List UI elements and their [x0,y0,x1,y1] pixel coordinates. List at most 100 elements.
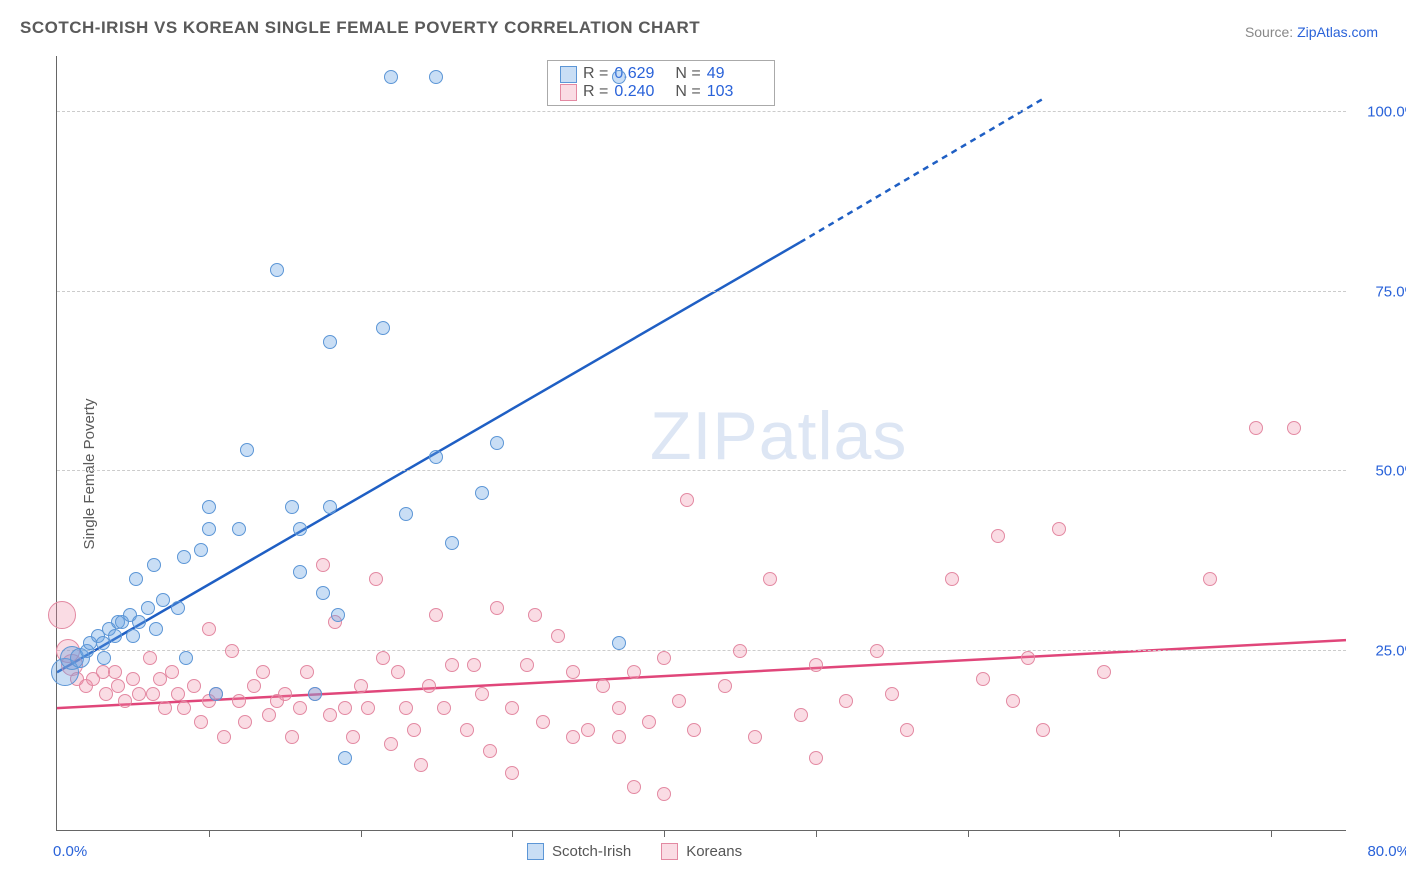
source-prefix: Source: [1245,24,1297,40]
data-point-koreans [566,730,580,744]
x-axis-min-label: 0.0% [53,843,87,860]
data-point-koreans [528,608,542,622]
data-point-scotch-irish [338,751,352,765]
data-point-koreans [247,679,261,693]
data-point-scotch-irish [97,651,111,665]
data-point-scotch-irish [293,565,307,579]
data-point-koreans [346,730,360,744]
data-point-koreans [48,601,76,629]
data-point-scotch-irish [108,629,122,643]
data-point-koreans [839,694,853,708]
data-point-scotch-irish [384,70,398,84]
data-point-koreans [680,493,694,507]
plot-area: ZIPatlas R = 0.629 N = 49 R = 0.240 N = … [56,56,1346,831]
data-point-koreans [422,679,436,693]
data-point-koreans [596,679,610,693]
data-point-koreans [718,679,732,693]
n-value-b: 103 [707,83,762,101]
data-point-koreans [194,715,208,729]
data-point-koreans [483,744,497,758]
data-point-koreans [256,665,270,679]
data-point-koreans [672,694,686,708]
data-point-koreans [490,601,504,615]
legend-item-scotch-irish: Scotch-Irish [527,843,631,860]
data-point-koreans [581,723,595,737]
data-point-scotch-irish [232,522,246,536]
data-point-koreans [278,687,292,701]
data-point-koreans [976,672,990,686]
data-point-koreans [536,715,550,729]
data-point-koreans [171,687,185,701]
data-point-koreans [467,658,481,672]
r-label: R = [583,83,608,101]
data-point-koreans [733,644,747,658]
data-point-koreans [238,715,252,729]
data-point-koreans [612,701,626,715]
chart-container: Single Female Poverty ZIPatlas R = 0.629… [0,56,1406,892]
data-point-scotch-irish [323,335,337,349]
data-point-koreans [323,708,337,722]
n-label: N = [675,83,700,101]
data-point-koreans [809,751,823,765]
legend-label-koreans: Koreans [686,843,742,860]
data-point-scotch-irish [323,500,337,514]
data-point-koreans [900,723,914,737]
data-point-koreans [748,730,762,744]
x-tick-mark [361,830,362,837]
data-point-scotch-irish [445,536,459,550]
data-point-koreans [111,679,125,693]
data-point-koreans [225,644,239,658]
legend-swatch-scotch-irish [527,843,544,860]
data-point-scotch-irish [308,687,322,701]
data-point-koreans [1203,572,1217,586]
data-point-scotch-irish [149,622,163,636]
legend-row-koreans: R = 0.240 N = 103 [560,83,762,101]
data-point-koreans [293,701,307,715]
data-point-koreans [794,708,808,722]
data-point-koreans [437,701,451,715]
data-point-koreans [475,687,489,701]
data-point-scotch-irish [285,500,299,514]
data-point-koreans [202,622,216,636]
source-link[interactable]: ZipAtlas.com [1297,24,1378,40]
data-point-koreans [657,787,671,801]
data-point-koreans [520,658,534,672]
data-point-koreans [1036,723,1050,737]
data-point-scotch-irish [240,443,254,457]
data-point-koreans [551,629,565,643]
data-point-koreans [108,665,122,679]
data-point-koreans [885,687,899,701]
data-point-scotch-irish [179,651,193,665]
data-point-koreans [809,658,823,672]
data-point-koreans [369,572,383,586]
x-tick-mark [512,830,513,837]
chart-title: SCOTCH-IRISH VS KOREAN SINGLE FEMALE POV… [20,18,700,38]
data-point-koreans [146,687,160,701]
x-axis-max-label: 80.0% [1367,843,1406,860]
data-point-koreans [612,730,626,744]
data-point-scotch-irish [129,572,143,586]
data-point-koreans [1097,665,1111,679]
gridline: 100.0% [57,111,1346,112]
data-point-scotch-irish [202,522,216,536]
x-tick-mark [209,830,210,837]
gridline: 75.0% [57,291,1346,292]
data-point-koreans [158,701,172,715]
legend-swatch-scotch-irish [560,66,577,83]
data-point-koreans [300,665,314,679]
series-legend: Scotch-Irish Koreans [527,843,742,860]
data-point-scotch-irish [612,70,626,84]
data-point-koreans [763,572,777,586]
data-point-scotch-irish [399,507,413,521]
data-point-koreans [361,701,375,715]
data-point-koreans [285,730,299,744]
data-point-koreans [232,694,246,708]
data-point-koreans [687,723,701,737]
data-point-scotch-irish [194,543,208,557]
data-point-scotch-irish [126,629,140,643]
data-point-koreans [1006,694,1020,708]
data-point-scotch-irish [293,522,307,536]
data-point-koreans [460,723,474,737]
data-point-scotch-irish [316,586,330,600]
y-tick-label: 100.0% [1354,104,1406,121]
